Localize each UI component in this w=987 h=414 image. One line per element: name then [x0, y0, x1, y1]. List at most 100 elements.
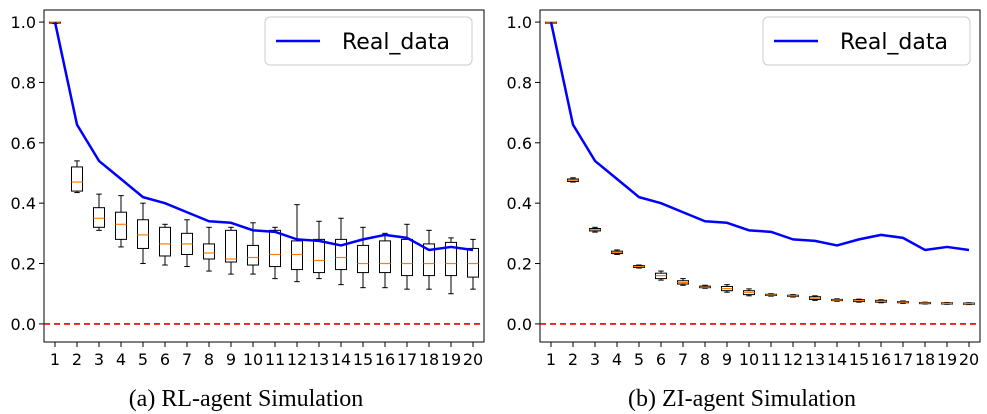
x-tick-label: 4	[116, 350, 126, 369]
x-tick-label: 16	[871, 350, 891, 369]
box-iqr	[401, 238, 413, 277]
x-tick-label: 8	[204, 350, 214, 369]
box-iqr	[379, 240, 391, 274]
x-tick-label: 10	[243, 350, 263, 369]
y-tick-label: 0.8	[507, 73, 532, 92]
box-4	[115, 195, 127, 248]
box-5	[633, 264, 645, 269]
x-tick-label: 11	[265, 350, 285, 369]
y-tick-label: 0.0	[507, 315, 532, 334]
box-11	[765, 293, 777, 297]
axes-frame	[539, 9, 981, 343]
box-3	[589, 226, 601, 233]
box-9	[721, 284, 733, 293]
figure-caption: (b) ZI-agent Simulation	[628, 386, 856, 412]
box-iqr	[335, 238, 347, 271]
x-tick-label: 7	[182, 350, 192, 369]
box-11	[269, 226, 281, 280]
box-13	[313, 220, 325, 280]
box-9	[225, 226, 237, 275]
x-tick-label: 13	[309, 350, 329, 369]
x-tick-label: 1	[50, 350, 60, 369]
x-tick-label: 19	[441, 350, 461, 369]
y-tick-label: 0.2	[507, 255, 532, 274]
legend: Real_data	[762, 16, 971, 66]
box-iqr	[313, 238, 325, 274]
box-7	[677, 278, 689, 286]
figure-caption: (a) RL-agent Simulation	[129, 386, 364, 412]
x-tick-label: 8	[700, 350, 710, 369]
x-tick-label: 1	[546, 350, 556, 369]
x-tick-label: 14	[827, 350, 847, 369]
x-tick-label: 16	[375, 350, 395, 369]
x-tick-label: 12	[783, 350, 803, 369]
box-20	[963, 302, 975, 306]
x-tick-label: 4	[612, 350, 622, 369]
box-5	[137, 202, 149, 265]
x-tick-label: 10	[739, 350, 759, 369]
x-tick-label: 13	[805, 350, 825, 369]
box-7	[181, 219, 193, 268]
box-18	[423, 229, 435, 290]
y-tick-label: 0.0	[11, 315, 36, 334]
box-iqr	[225, 229, 237, 263]
x-tick-label: 2	[72, 350, 82, 369]
box-3	[93, 193, 105, 231]
box-iqr	[247, 244, 259, 266]
box-2	[567, 177, 579, 183]
legend-label: Real_data	[342, 30, 450, 55]
x-tick-label: 12	[287, 350, 307, 369]
x-tick-label: 15	[849, 350, 869, 369]
box-16	[379, 232, 391, 289]
box-iqr	[115, 211, 127, 240]
box-12	[787, 294, 799, 298]
box-20	[467, 238, 479, 290]
box-iqr	[93, 207, 105, 228]
y-tick-label: 1.0	[507, 13, 532, 32]
box-iqr	[269, 229, 281, 268]
box-15	[853, 298, 865, 303]
x-tick-label: 18	[419, 350, 439, 369]
x-tick-label: 17	[893, 350, 913, 369]
legend-label: Real_data	[840, 30, 948, 55]
box-10	[247, 222, 259, 275]
box-8	[699, 284, 711, 289]
y-tick-label: 0.4	[11, 194, 36, 213]
box-iqr	[423, 243, 435, 277]
x-tick-label: 9	[722, 350, 732, 369]
x-tick-label: 3	[590, 350, 600, 369]
x-tick-label: 19	[937, 350, 957, 369]
box-6	[655, 270, 667, 281]
x-tick-label: 5	[138, 350, 148, 369]
x-tick-label: 3	[94, 350, 104, 369]
box-iqr	[357, 244, 369, 274]
box-12	[291, 204, 303, 283]
series-line-real-data	[549, 21, 970, 252]
y-tick-label: 0.4	[507, 194, 532, 213]
box-6	[159, 223, 171, 266]
legend: Real_data	[264, 16, 473, 66]
x-tick-label: 7	[678, 350, 688, 369]
y-tick-label: 1.0	[11, 13, 36, 32]
panel-rl-agent: 0.00.20.40.60.81.01 2 3 4 5 6 7 8 9 10 11 12 13 14 15 1…	[11, 9, 485, 412]
y-tick-label: 0.2	[11, 255, 36, 274]
box-16	[875, 299, 887, 304]
box-iqr	[291, 240, 303, 271]
box-14	[831, 298, 843, 302]
box-2	[71, 160, 83, 194]
box-10	[743, 288, 755, 297]
box-8	[203, 226, 215, 272]
box-17	[401, 223, 413, 290]
box-iqr	[137, 219, 149, 249]
box-19	[445, 237, 457, 295]
y-tick-label: 0.6	[507, 134, 532, 153]
x-tick-label: 9	[226, 350, 236, 369]
panel-zi-agent: 0.00.20.40.60.81.01 2 3 4 5 6 7 8 9 10 11 12 13 14 15 1…	[507, 9, 981, 412]
series-line-real-data	[53, 21, 474, 252]
x-tick-label: 11	[761, 350, 781, 369]
box-18	[919, 301, 931, 305]
box-iqr	[159, 226, 171, 257]
x-tick-label: 17	[397, 350, 417, 369]
x-tick-label: 15	[353, 350, 373, 369]
